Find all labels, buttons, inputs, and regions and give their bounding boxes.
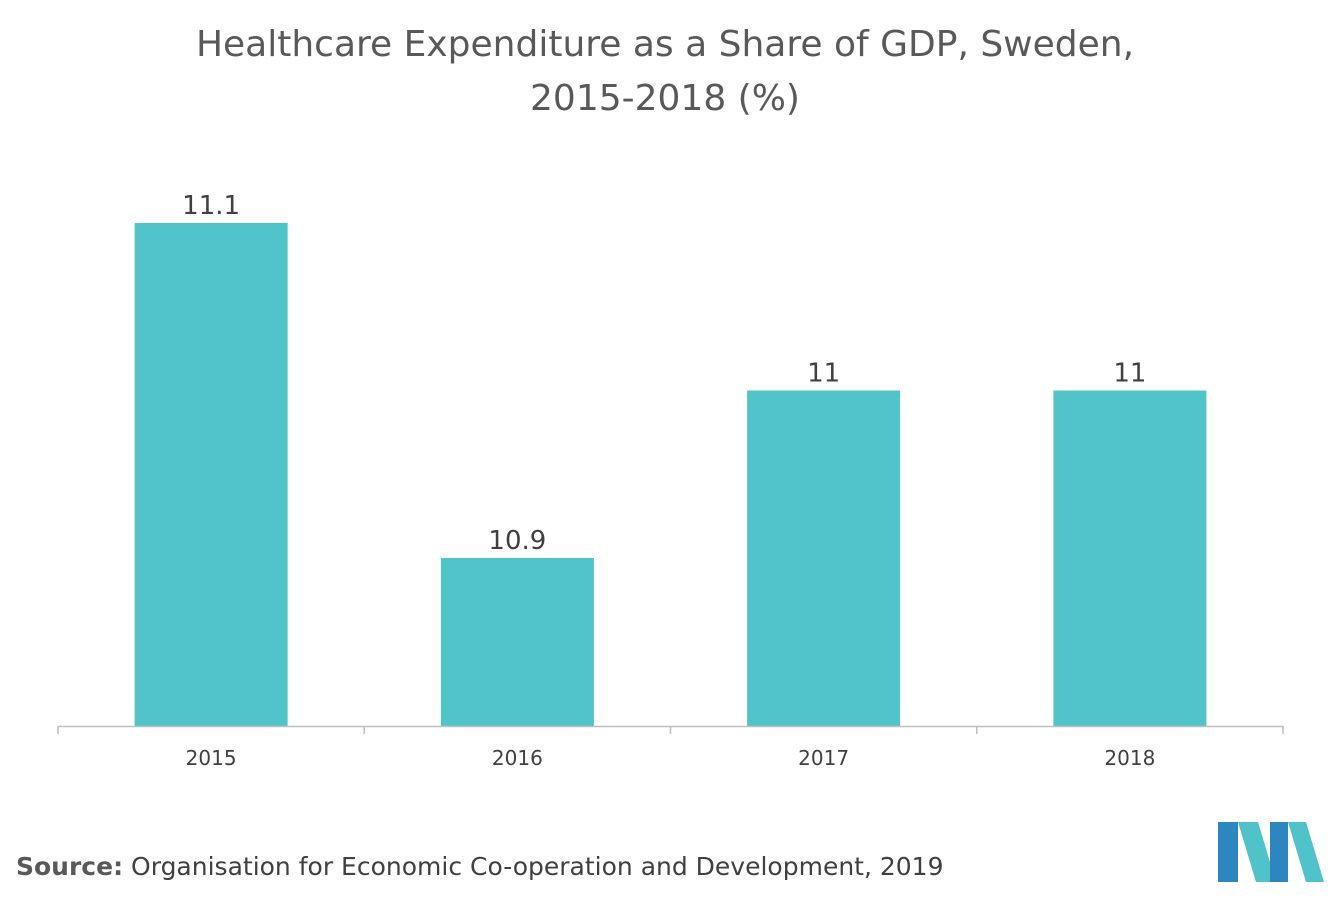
chart-title-line-1: Healthcare Expenditure as a Share of GDP… bbox=[195, 24, 1135, 65]
data-label-2018: 11 bbox=[1113, 359, 1146, 389]
source-label: Source: bbox=[16, 852, 124, 881]
bar-2015 bbox=[134, 223, 288, 726]
chart-title-line-2: 2015-2018 (%) bbox=[530, 78, 800, 119]
logo-left-diagonal bbox=[1238, 822, 1276, 882]
bar-2016 bbox=[440, 558, 594, 726]
logo-left-stroke bbox=[1218, 822, 1238, 882]
x-tick-label-2017: 2017 bbox=[798, 746, 849, 770]
logo-middle-stroke bbox=[1270, 822, 1288, 882]
source-text: Organisation for Economic Co-operation a… bbox=[131, 852, 944, 881]
data-label-2017: 11 bbox=[807, 359, 840, 389]
x-tick-label-2016: 2016 bbox=[492, 746, 543, 770]
bar-2018 bbox=[1053, 390, 1207, 726]
data-label-2016: 10.9 bbox=[488, 526, 546, 556]
data-label-2015: 11.1 bbox=[182, 191, 240, 221]
logo-right-diagonal bbox=[1288, 822, 1324, 882]
x-tick-label-2015: 2015 bbox=[186, 746, 237, 770]
x-tick-label-2018: 2018 bbox=[1104, 746, 1155, 770]
chart-title: Healthcare Expenditure as a Share of GDP… bbox=[0, 18, 1330, 126]
bar-2017 bbox=[747, 390, 901, 726]
source-note: Source: Organisation for Economic Co-ope… bbox=[16, 852, 944, 881]
brand-logo-icon bbox=[1218, 822, 1324, 882]
